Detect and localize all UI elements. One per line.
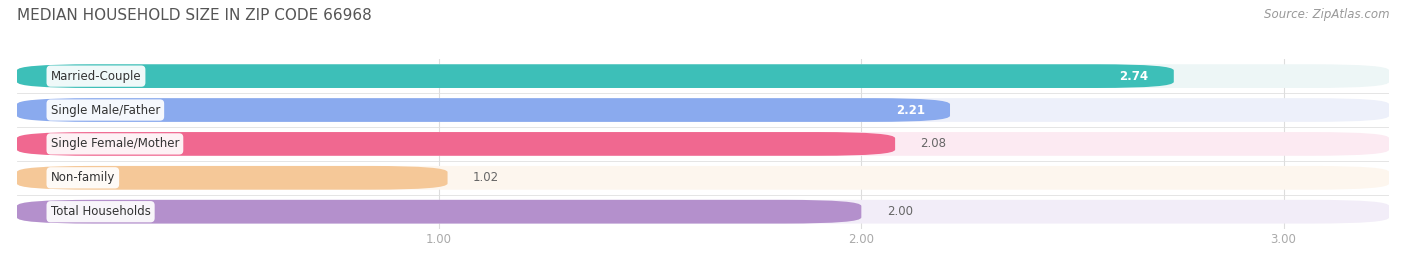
Text: 2.74: 2.74 <box>1119 70 1149 83</box>
FancyBboxPatch shape <box>17 64 1389 88</box>
FancyBboxPatch shape <box>17 98 1389 122</box>
Text: MEDIAN HOUSEHOLD SIZE IN ZIP CODE 66968: MEDIAN HOUSEHOLD SIZE IN ZIP CODE 66968 <box>17 8 371 23</box>
Text: Single Male/Father: Single Male/Father <box>51 104 160 116</box>
Text: Source: ZipAtlas.com: Source: ZipAtlas.com <box>1264 8 1389 21</box>
FancyBboxPatch shape <box>17 200 862 224</box>
FancyBboxPatch shape <box>17 132 1389 156</box>
FancyBboxPatch shape <box>17 166 1389 190</box>
FancyBboxPatch shape <box>17 98 950 122</box>
Text: Married-Couple: Married-Couple <box>51 70 141 83</box>
Text: 2.00: 2.00 <box>887 205 912 218</box>
Text: Single Female/Mother: Single Female/Mother <box>51 137 179 150</box>
Text: 2.21: 2.21 <box>896 104 925 116</box>
Text: 2.08: 2.08 <box>921 137 946 150</box>
FancyBboxPatch shape <box>17 200 1389 224</box>
FancyBboxPatch shape <box>17 132 896 156</box>
Text: 1.02: 1.02 <box>472 171 499 184</box>
Text: Total Households: Total Households <box>51 205 150 218</box>
FancyBboxPatch shape <box>17 166 447 190</box>
FancyBboxPatch shape <box>17 64 1174 88</box>
Text: Non-family: Non-family <box>51 171 115 184</box>
